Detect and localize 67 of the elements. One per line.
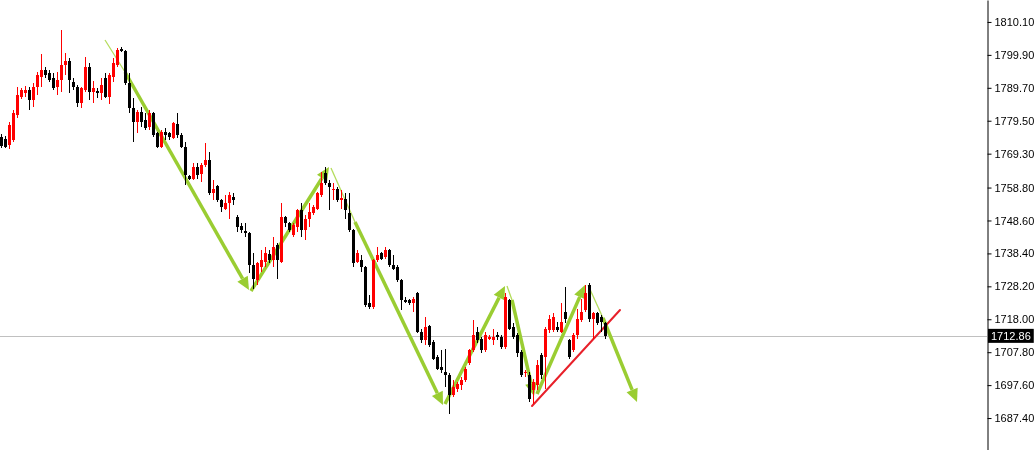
candlestick (440, 349, 443, 374)
candlestick (560, 302, 563, 334)
candlestick (576, 308, 579, 340)
candlestick (304, 214, 307, 241)
candlestick (36, 71, 39, 96)
candlestick (176, 112, 179, 139)
y-tick-label: 1758.80 (994, 181, 1035, 194)
candlestick (200, 162, 203, 183)
candlestick (448, 372, 451, 415)
candlestick (100, 77, 103, 101)
candlestick (308, 202, 311, 228)
y-tick-label: 1810.10 (994, 15, 1035, 28)
y-tick-label: 1718.00 (994, 313, 1035, 326)
candlestick (296, 208, 299, 233)
y-tick-label: 1728.20 (994, 280, 1035, 293)
candlestick (264, 246, 267, 268)
candlestick (472, 319, 475, 353)
candlestick (68, 57, 71, 94)
candlestick (584, 284, 587, 313)
y-tick-label: 1799.90 (994, 48, 1035, 61)
ref-line-label: 1712.86 (991, 329, 1031, 342)
candlestick (528, 371, 531, 403)
candlestick (592, 311, 595, 340)
candlestick (148, 109, 151, 131)
candlestick (132, 97, 135, 143)
y-tick-label: 1779.50 (994, 114, 1035, 127)
candlestick (552, 312, 555, 333)
y-tick-label: 1748.60 (994, 214, 1035, 227)
candlestick (328, 179, 331, 211)
candlestick (424, 316, 427, 346)
candlestick (28, 86, 31, 111)
y-tick-label: 1707.80 (994, 346, 1035, 359)
candlestick (272, 236, 275, 268)
candlestick (136, 109, 139, 134)
candlestick (344, 192, 347, 220)
y-tick-label: 1738.40 (994, 247, 1035, 260)
candlestick (104, 72, 107, 99)
candlestick (540, 352, 543, 380)
candlestick (572, 332, 575, 353)
candlestick (484, 331, 487, 353)
candlestick (204, 142, 207, 168)
candlestick (64, 52, 67, 76)
candlestick (444, 348, 447, 388)
candlestick (32, 82, 35, 108)
candlestick (324, 166, 327, 186)
candlestick (256, 261, 259, 286)
y-tick-label: 1687.40 (994, 412, 1035, 425)
candlestick (92, 80, 95, 104)
candlestick (60, 29, 63, 93)
candlestick (536, 359, 539, 391)
candlestick (348, 192, 351, 233)
candlestick (140, 106, 143, 128)
candlestick (76, 84, 79, 108)
y-tick-label: 1769.30 (994, 147, 1035, 160)
candlestick (160, 129, 163, 149)
candlestick (276, 242, 279, 280)
candlestick (252, 252, 255, 290)
candlestick (388, 248, 391, 268)
y-tick-label: 1697.60 (994, 379, 1035, 392)
candlestick (400, 278, 403, 311)
candlestick (228, 191, 231, 220)
candlestick (300, 202, 303, 238)
candlestick (56, 71, 59, 96)
y-tick-label: 1789.70 (994, 81, 1035, 94)
candlestick (564, 286, 567, 324)
candlestick (40, 53, 43, 88)
candlestick (568, 338, 571, 360)
